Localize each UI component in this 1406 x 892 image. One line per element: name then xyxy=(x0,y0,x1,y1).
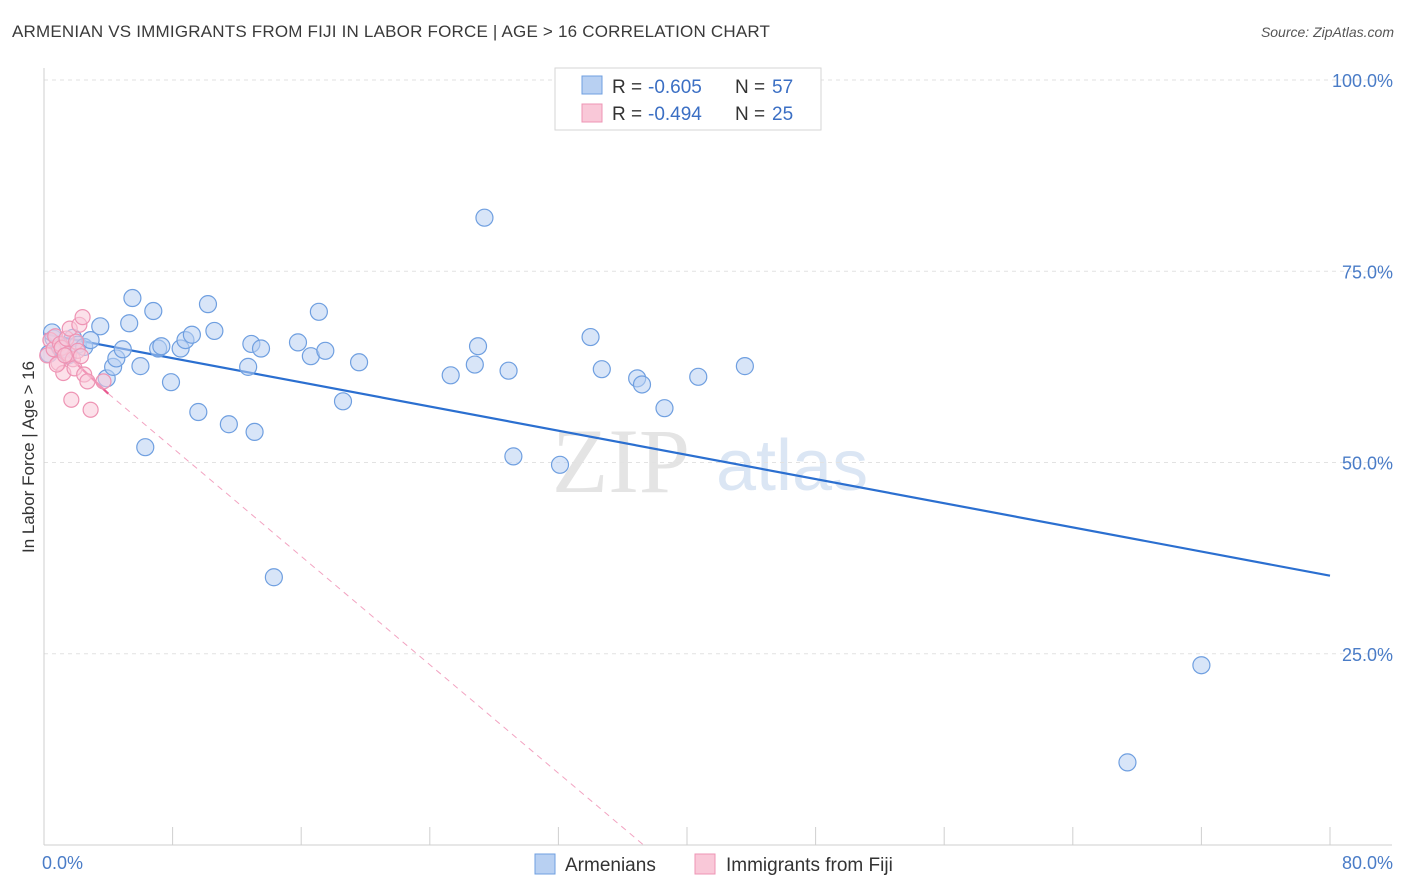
legend-r-label-fiji: R = xyxy=(612,104,642,125)
point-armenians xyxy=(735,357,754,376)
bottom-legend-swatch-fiji xyxy=(694,853,716,875)
y-tick-labels: 100.0% 75.0% 50.0% 25.0% xyxy=(1332,71,1393,665)
series-legend: Armenians Immigrants from Fiji xyxy=(534,853,893,876)
legend-n-label-fiji: N = xyxy=(735,104,765,125)
point-armenians xyxy=(136,438,155,457)
point-armenians xyxy=(205,321,224,341)
point-armenians xyxy=(550,455,570,474)
point-armenians xyxy=(689,367,708,386)
legend-r-value-armenians: -0.605 xyxy=(648,77,702,98)
legend-swatch-armenians xyxy=(581,75,603,95)
y-tick-label: 100.0% xyxy=(1332,71,1393,91)
point-fiji xyxy=(82,401,99,418)
point-armenians xyxy=(1192,656,1211,675)
point-armenians xyxy=(91,317,110,336)
point-armenians xyxy=(504,447,523,466)
chart-source: Source: ZipAtlas.com xyxy=(1260,24,1394,40)
legend-n-label-armenians: N = xyxy=(735,77,765,98)
chart-title: ARMENIAN VS IMMIGRANTS FROM FIJI IN LABO… xyxy=(12,22,771,41)
legend-n-value-armenians: 57 xyxy=(772,77,793,98)
point-armenians xyxy=(468,337,488,356)
point-armenians xyxy=(189,402,208,422)
point-armenians xyxy=(245,422,264,441)
legend-r-label-armenians: R = xyxy=(612,77,642,98)
point-armenians xyxy=(182,325,201,344)
point-armenians xyxy=(131,357,150,376)
point-armenians xyxy=(316,341,335,360)
trend-line-0 xyxy=(43,332,1331,577)
point-armenians xyxy=(632,375,652,394)
bottom-legend-label-fiji: Immigrants from Fiji xyxy=(726,855,893,876)
point-armenians xyxy=(120,314,139,333)
y-tick-label: 25.0% xyxy=(1342,645,1393,665)
point-armenians xyxy=(161,373,181,392)
point-armenians xyxy=(333,392,353,411)
y-axis-title: In Labor Force | Age > 16 xyxy=(19,361,38,553)
point-fiji xyxy=(63,391,80,408)
point-armenians xyxy=(475,208,494,227)
point-armenians xyxy=(239,357,258,376)
point-fiji xyxy=(56,347,73,364)
point-armenians xyxy=(219,415,238,434)
point-fiji xyxy=(79,373,96,390)
point-armenians xyxy=(288,333,308,352)
point-armenians xyxy=(465,355,484,374)
bottom-legend-label-armenians: Armenians xyxy=(565,855,656,876)
legend-r-value-fiji: -0.494 xyxy=(648,104,702,125)
point-armenians xyxy=(152,337,171,356)
point-armenians xyxy=(1118,753,1137,772)
axes xyxy=(43,68,1392,846)
point-armenians xyxy=(123,288,142,308)
point-armenians xyxy=(251,339,271,358)
point-armenians xyxy=(581,327,600,347)
x-tick-label-left: 0.0% xyxy=(42,853,83,873)
point-armenians xyxy=(264,568,283,587)
point-armenians xyxy=(592,360,611,379)
y-tick-label: 50.0% xyxy=(1342,454,1393,474)
watermark-atlas: atlas xyxy=(716,426,868,506)
watermark-zip: ZIP xyxy=(552,410,690,512)
point-armenians xyxy=(499,361,518,380)
data-points xyxy=(39,208,1211,772)
legend-n-value-fiji: 25 xyxy=(772,104,793,125)
point-armenians xyxy=(144,301,163,321)
point-fiji xyxy=(74,309,91,326)
point-fiji xyxy=(72,348,90,365)
y-tick-label: 75.0% xyxy=(1342,262,1393,282)
point-armenians xyxy=(441,366,460,385)
point-armenians xyxy=(655,399,674,418)
point-armenians xyxy=(198,295,218,314)
point-armenians xyxy=(113,340,132,359)
bottom-legend-swatch-armenians xyxy=(534,853,556,875)
trend-line-dashed-1 xyxy=(107,393,644,846)
point-fiji xyxy=(95,373,112,390)
correlation-legend: R = -0.605 N = 57 R = -0.494 N = 25 xyxy=(554,67,822,131)
legend-swatch-fiji xyxy=(581,103,603,123)
x-tick-label-right: 80.0% xyxy=(1342,853,1393,873)
point-armenians xyxy=(309,302,328,321)
point-armenians xyxy=(349,353,369,372)
